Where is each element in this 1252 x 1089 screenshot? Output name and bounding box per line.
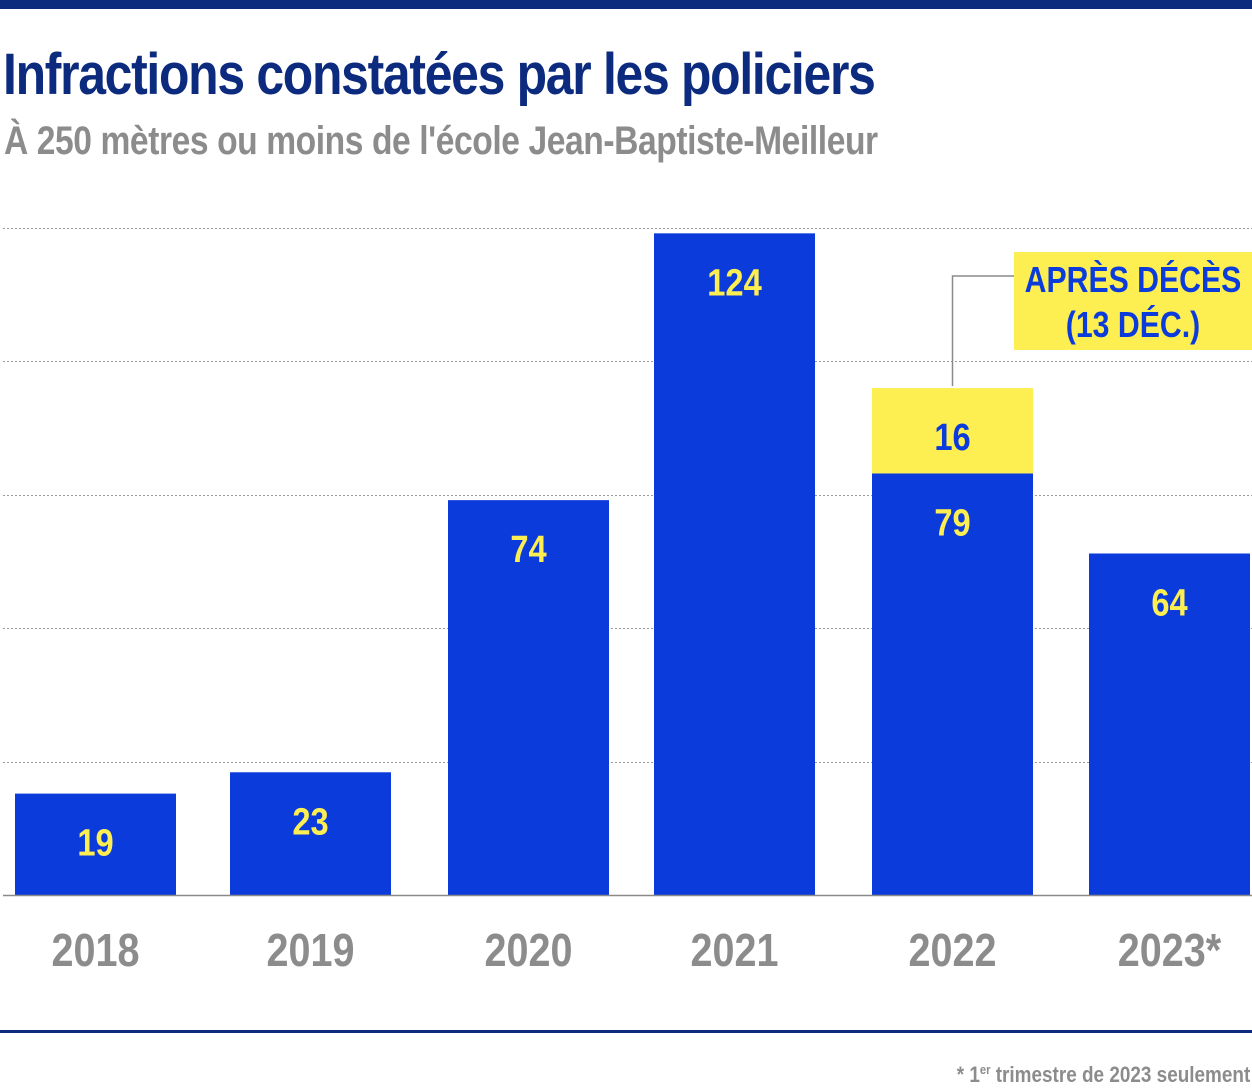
bar-2023 bbox=[1089, 553, 1250, 895]
chart-subtitle: À 250 mètres ou moins de l'école Jean-Ba… bbox=[4, 119, 878, 163]
x-tick-2022: 2022 bbox=[909, 925, 997, 976]
bar-2019 bbox=[230, 772, 391, 895]
bar-2022-apres-deces bbox=[872, 388, 1033, 474]
x-tick-2020: 2020 bbox=[485, 925, 573, 976]
footnote: * 1er trimestre de 2023 seulement bbox=[957, 1062, 1250, 1088]
value-labels: 19 23 74 124 79 16 64 bbox=[77, 261, 1188, 864]
x-axis: 2018 2019 2020 2021 2022 2023* bbox=[3, 894, 1252, 977]
annotation: APRÈS DÉCÈS(13 DÉC.) bbox=[951, 252, 1252, 387]
bar-chart: 19 23 74 124 79 16 64 2018 2019 2020 2021 2022 2023… bbox=[3, 228, 1252, 977]
x-tick-2018: 2018 bbox=[52, 925, 140, 976]
value-label-2023: 64 bbox=[1151, 581, 1188, 624]
value-label-2021: 124 bbox=[707, 261, 762, 304]
top-rule bbox=[0, 0, 1252, 9]
footnote-marker: * 1 bbox=[956, 1062, 980, 1087]
bar-2021 bbox=[654, 233, 815, 895]
value-label-2022-apres-deces: 16 bbox=[934, 416, 970, 459]
value-label-2019: 23 bbox=[292, 800, 328, 843]
annotation-leader-line bbox=[951, 275, 1014, 387]
value-label-2020: 74 bbox=[510, 528, 547, 571]
x-tick-2023: 2023* bbox=[1118, 925, 1222, 976]
annotation-line-2: (13 DÉC.) bbox=[1066, 305, 1200, 346]
footnote-superscript: er bbox=[979, 1062, 991, 1077]
chart-title: Infractions constatées par les policiers bbox=[3, 42, 876, 107]
footnote-text: trimestre de 2023 seulement bbox=[990, 1062, 1250, 1087]
annotation-box bbox=[1014, 252, 1252, 350]
bar-2022 bbox=[872, 473, 1033, 895]
value-label-2022: 79 bbox=[934, 501, 970, 544]
x-tick-2019: 2019 bbox=[267, 925, 355, 976]
gridlines bbox=[3, 228, 1252, 763]
bottom-rule bbox=[0, 1030, 1252, 1033]
x-tick-2021: 2021 bbox=[691, 925, 779, 976]
bar-2018 bbox=[15, 793, 176, 895]
value-label-2018: 19 bbox=[77, 821, 113, 864]
bars bbox=[15, 233, 1250, 895]
annotation-line-1: APRÈS DÉCÈS bbox=[1025, 260, 1242, 301]
bar-2020 bbox=[448, 500, 609, 895]
